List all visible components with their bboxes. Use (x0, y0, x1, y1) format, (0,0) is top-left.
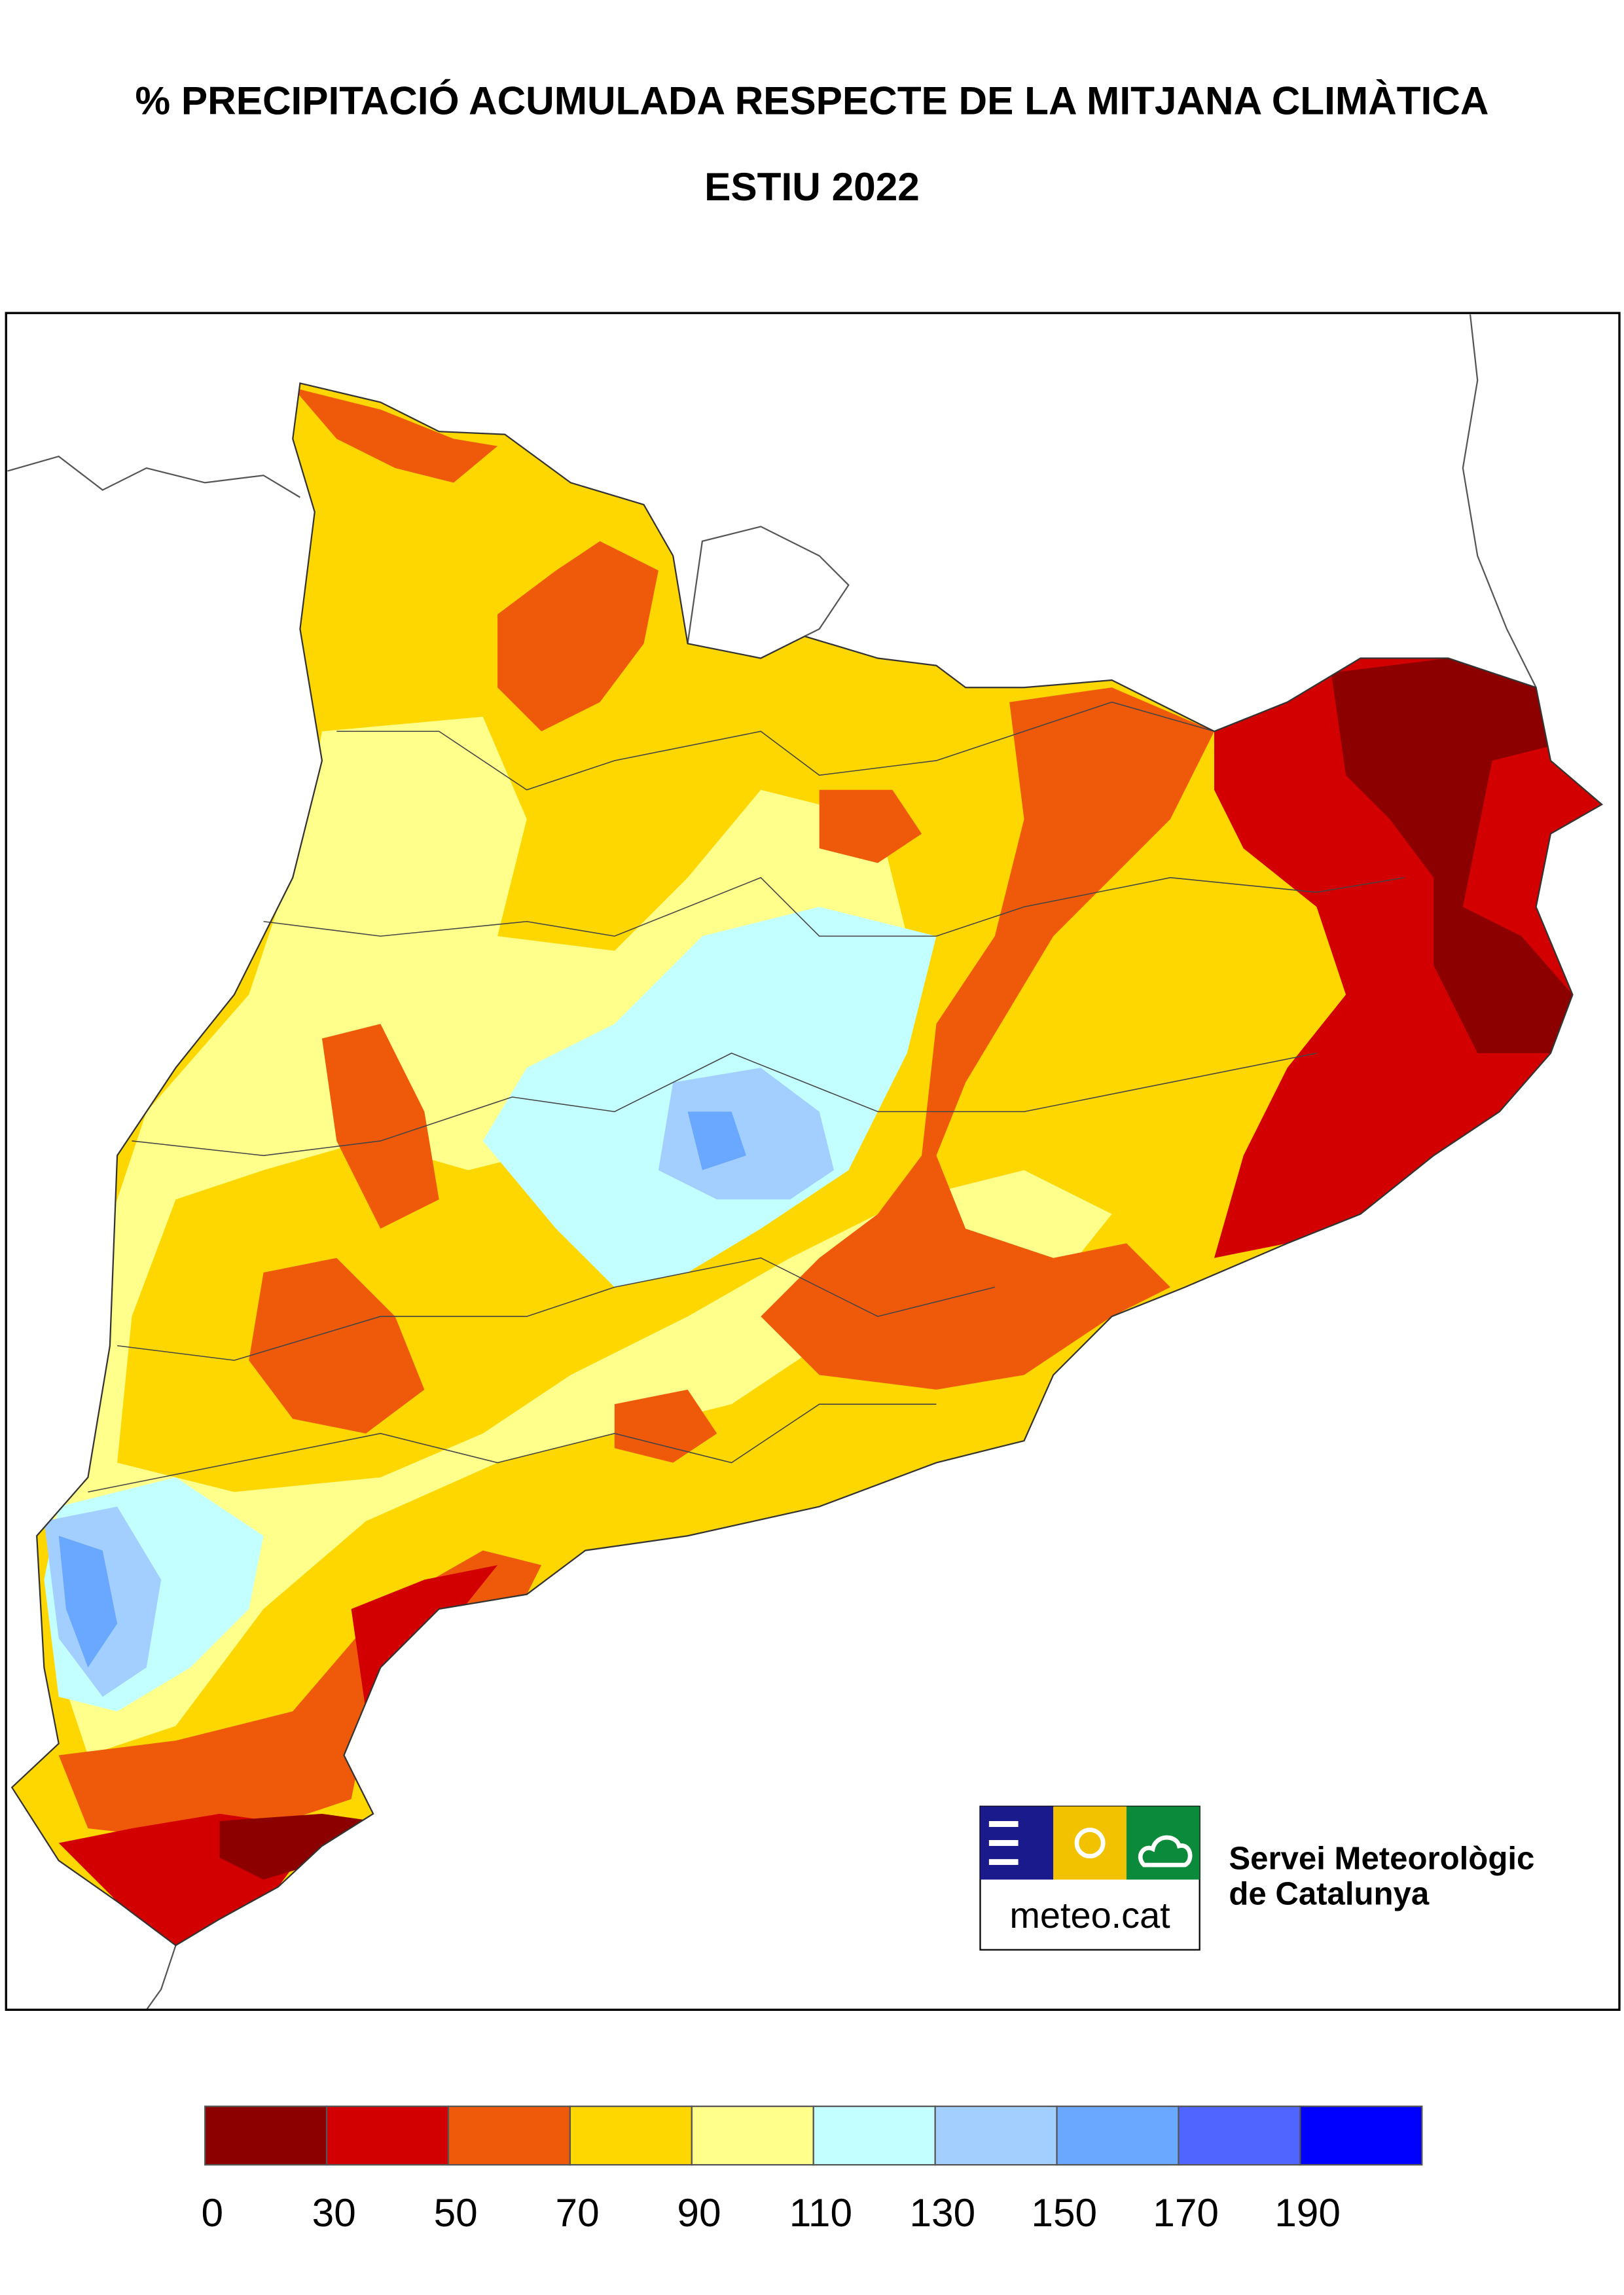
border (1462, 314, 1537, 688)
logo-yellow (1053, 1806, 1127, 1880)
precip-zone (497, 541, 659, 732)
legend-swatch (812, 2105, 936, 2166)
legend-label: 190 (1274, 2190, 1341, 2235)
logo-cloud (1138, 1835, 1193, 1868)
border (7, 455, 300, 498)
precip-zone (293, 388, 498, 483)
precip-zone (1331, 658, 1573, 1053)
legend-swatch (934, 2105, 1058, 2166)
map-frame (5, 312, 1621, 2011)
legend-label: 70 (556, 2190, 600, 2235)
legend: 0 30 50 70 90 110 130 150 170 190 (202, 2105, 1423, 2235)
org-name: Servei Meteorològic (1229, 1841, 1534, 1877)
comarca-border (263, 876, 1405, 937)
legend-label: 30 (312, 2190, 356, 2235)
precip-field (12, 383, 1602, 1945)
precip-zone (687, 1111, 746, 1170)
legend-swatch (569, 2105, 693, 2166)
comarca-border (132, 1053, 1317, 1157)
legend-swatch (1056, 2105, 1180, 2166)
region-outline (10, 382, 1604, 1947)
precip-zone (819, 789, 922, 863)
precip-zone (761, 687, 1214, 1390)
precip-zone (1214, 658, 1602, 1258)
legend-swatch (204, 2105, 328, 2166)
precip-zone (614, 1389, 717, 1463)
precip-zone (219, 1813, 374, 1880)
precip-zone (249, 1257, 425, 1434)
logo: meteo.cat (979, 1805, 1200, 1951)
logo-lines (988, 1821, 1019, 1866)
legend-label: 110 (789, 2190, 852, 2235)
legend-swatch (691, 2105, 814, 2166)
border (145, 1945, 177, 2010)
comarca-border (88, 1403, 937, 1493)
legend-label: 90 (677, 2190, 721, 2235)
subtitle: ESTIU 2022 (704, 164, 920, 209)
logo-green (1126, 1806, 1200, 1880)
legend-label: 50 (434, 2190, 478, 2235)
legend-swatch (1178, 2105, 1301, 2166)
legend-swatch (447, 2105, 571, 2166)
title: % PRECIPITACIÓ ACUMULADA RESPECTE DE LA … (135, 78, 1489, 122)
precip-zone (58, 1536, 118, 1668)
legend-swatch (1299, 2105, 1423, 2166)
org-name: de Catalunya (1229, 1876, 1430, 1911)
border (687, 526, 850, 644)
logo-brand: meteo.cat (1009, 1894, 1170, 1936)
comarca-border (336, 701, 1215, 791)
legend-label: 170 (1153, 2190, 1219, 2235)
comarca-border (117, 1257, 996, 1361)
legend-label: 130 (909, 2190, 975, 2235)
map (7, 314, 1604, 2010)
legend-label: 0 (202, 2190, 224, 2235)
legend-swatch (325, 2105, 450, 2166)
logo-sun (1074, 1828, 1106, 1858)
precip-zone (321, 1024, 439, 1229)
legend-label: 150 (1031, 2190, 1097, 2235)
